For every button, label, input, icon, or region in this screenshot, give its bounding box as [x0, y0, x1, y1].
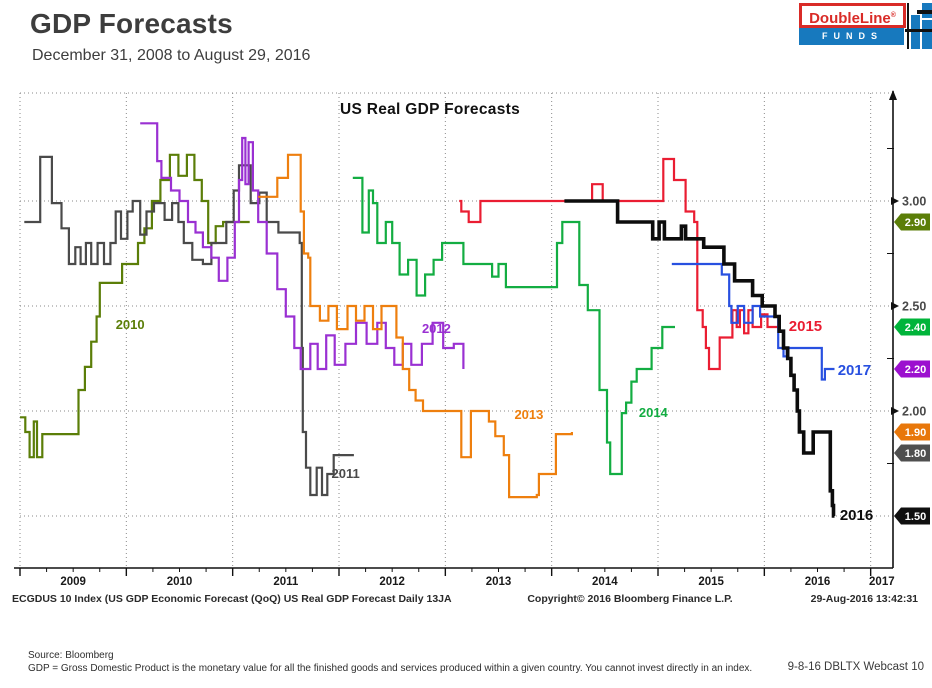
series-2012-line: [140, 122, 465, 371]
y-tick-arrow-icon: [891, 407, 899, 415]
chart-timestamp-text: 29-Aug-2016 13:42:31: [811, 593, 919, 605]
x-axis-label-2009: 2009: [60, 576, 86, 588]
price-badge-2.90: [894, 213, 930, 231]
webcast-note: 9-8-16 DBLTX Webcast 10: [787, 661, 924, 673]
x-axis-label-2013: 2013: [486, 576, 512, 588]
series-2013-line: [258, 153, 573, 499]
logo-brand-box: DoubleLine®: [799, 3, 906, 28]
series-label-2013: 2013: [514, 407, 543, 422]
price-badge-label-1.50: 1.50: [905, 511, 926, 523]
series-2010-line: [20, 153, 250, 459]
x-axis-label-2012: 2012: [379, 576, 405, 588]
page-title: GDP Forecasts: [30, 8, 233, 39]
logo-cross-hline-2: [917, 10, 932, 14]
price-badge-1.50: [894, 507, 930, 525]
series-2014-line: [352, 176, 675, 476]
y-tick-arrow-icon: [891, 197, 899, 205]
price-badge-2.20: [894, 360, 930, 378]
series-label-2012: 2012: [422, 321, 451, 336]
y-axis-label-3.00: 3.00: [902, 195, 926, 209]
y-tick-arrow-icon: [891, 302, 899, 310]
x-axis-label-2011: 2011: [273, 576, 299, 588]
y-axis-label-2.50: 2.50: [902, 300, 926, 314]
series-label-2010: 2010: [116, 317, 145, 332]
page-subtitle: December 31, 2008 to August 29, 2016: [32, 47, 311, 64]
logo-cross-vline: [907, 3, 909, 49]
disclaimer-note: GDP = Gross Domestic Product is the mone…: [28, 663, 753, 674]
series-label-2017: 2017: [838, 362, 871, 379]
x-axis-label-2015: 2015: [698, 576, 724, 588]
chart-ticker-text: ECGDUS 10 Index (US GDP Economic Forecas…: [12, 593, 452, 605]
logo-funds-text: FUNDS: [799, 28, 904, 45]
x-axis-label-2014: 2014: [592, 576, 618, 588]
logo-cross-hline-1: [905, 29, 932, 32]
series-2016-line: [564, 199, 836, 518]
price-badge-label-2.40: 2.40: [905, 322, 926, 334]
x-axis-label-2010: 2010: [167, 576, 193, 588]
logo-registered-mark: ®: [890, 12, 896, 19]
series-label-2016: 2016: [840, 507, 873, 524]
gdp-forecast-chart: 2009 2010 2011 2012 2013 2014 2015 2016 2017 3.00…: [12, 90, 930, 605]
x-axis-label-2017: 2017: [869, 576, 895, 588]
y-axis-top-arrow-icon: [889, 90, 897, 100]
doubleline-logo: DoubleLine® FUNDS: [799, 3, 932, 50]
chart-title: US Real GDP Forecasts: [340, 101, 520, 118]
series-label-2014: 2014: [639, 405, 669, 420]
series-2011-line: [24, 155, 354, 497]
series-label-2011: 2011: [332, 466, 360, 481]
series-2017-line: [671, 262, 835, 381]
price-badge-1.80: [894, 444, 930, 462]
series-label-2015: 2015: [789, 318, 822, 335]
price-badge-2.40: [894, 318, 930, 336]
price-badge-label-2.90: 2.90: [905, 217, 926, 229]
price-badge-label-2.20: 2.20: [905, 364, 926, 376]
logo-cross-bluebar-1: [911, 15, 920, 49]
logo-brand-text: DoubleLine: [809, 10, 891, 27]
source-note: Source: Bloomberg: [28, 650, 114, 661]
price-badge-label-1.80: 1.80: [905, 448, 926, 460]
x-axis-label-2016: 2016: [805, 576, 831, 588]
y-axis-label-2.00: 2.00: [902, 405, 926, 419]
logo-cross-bluebar-3: [922, 20, 932, 49]
chart-copyright-text: Copyright© 2016 Bloomberg Finance L.P.: [527, 593, 732, 605]
price-badge-label-1.90: 1.90: [905, 427, 926, 439]
price-badge-1.90: [894, 423, 930, 441]
